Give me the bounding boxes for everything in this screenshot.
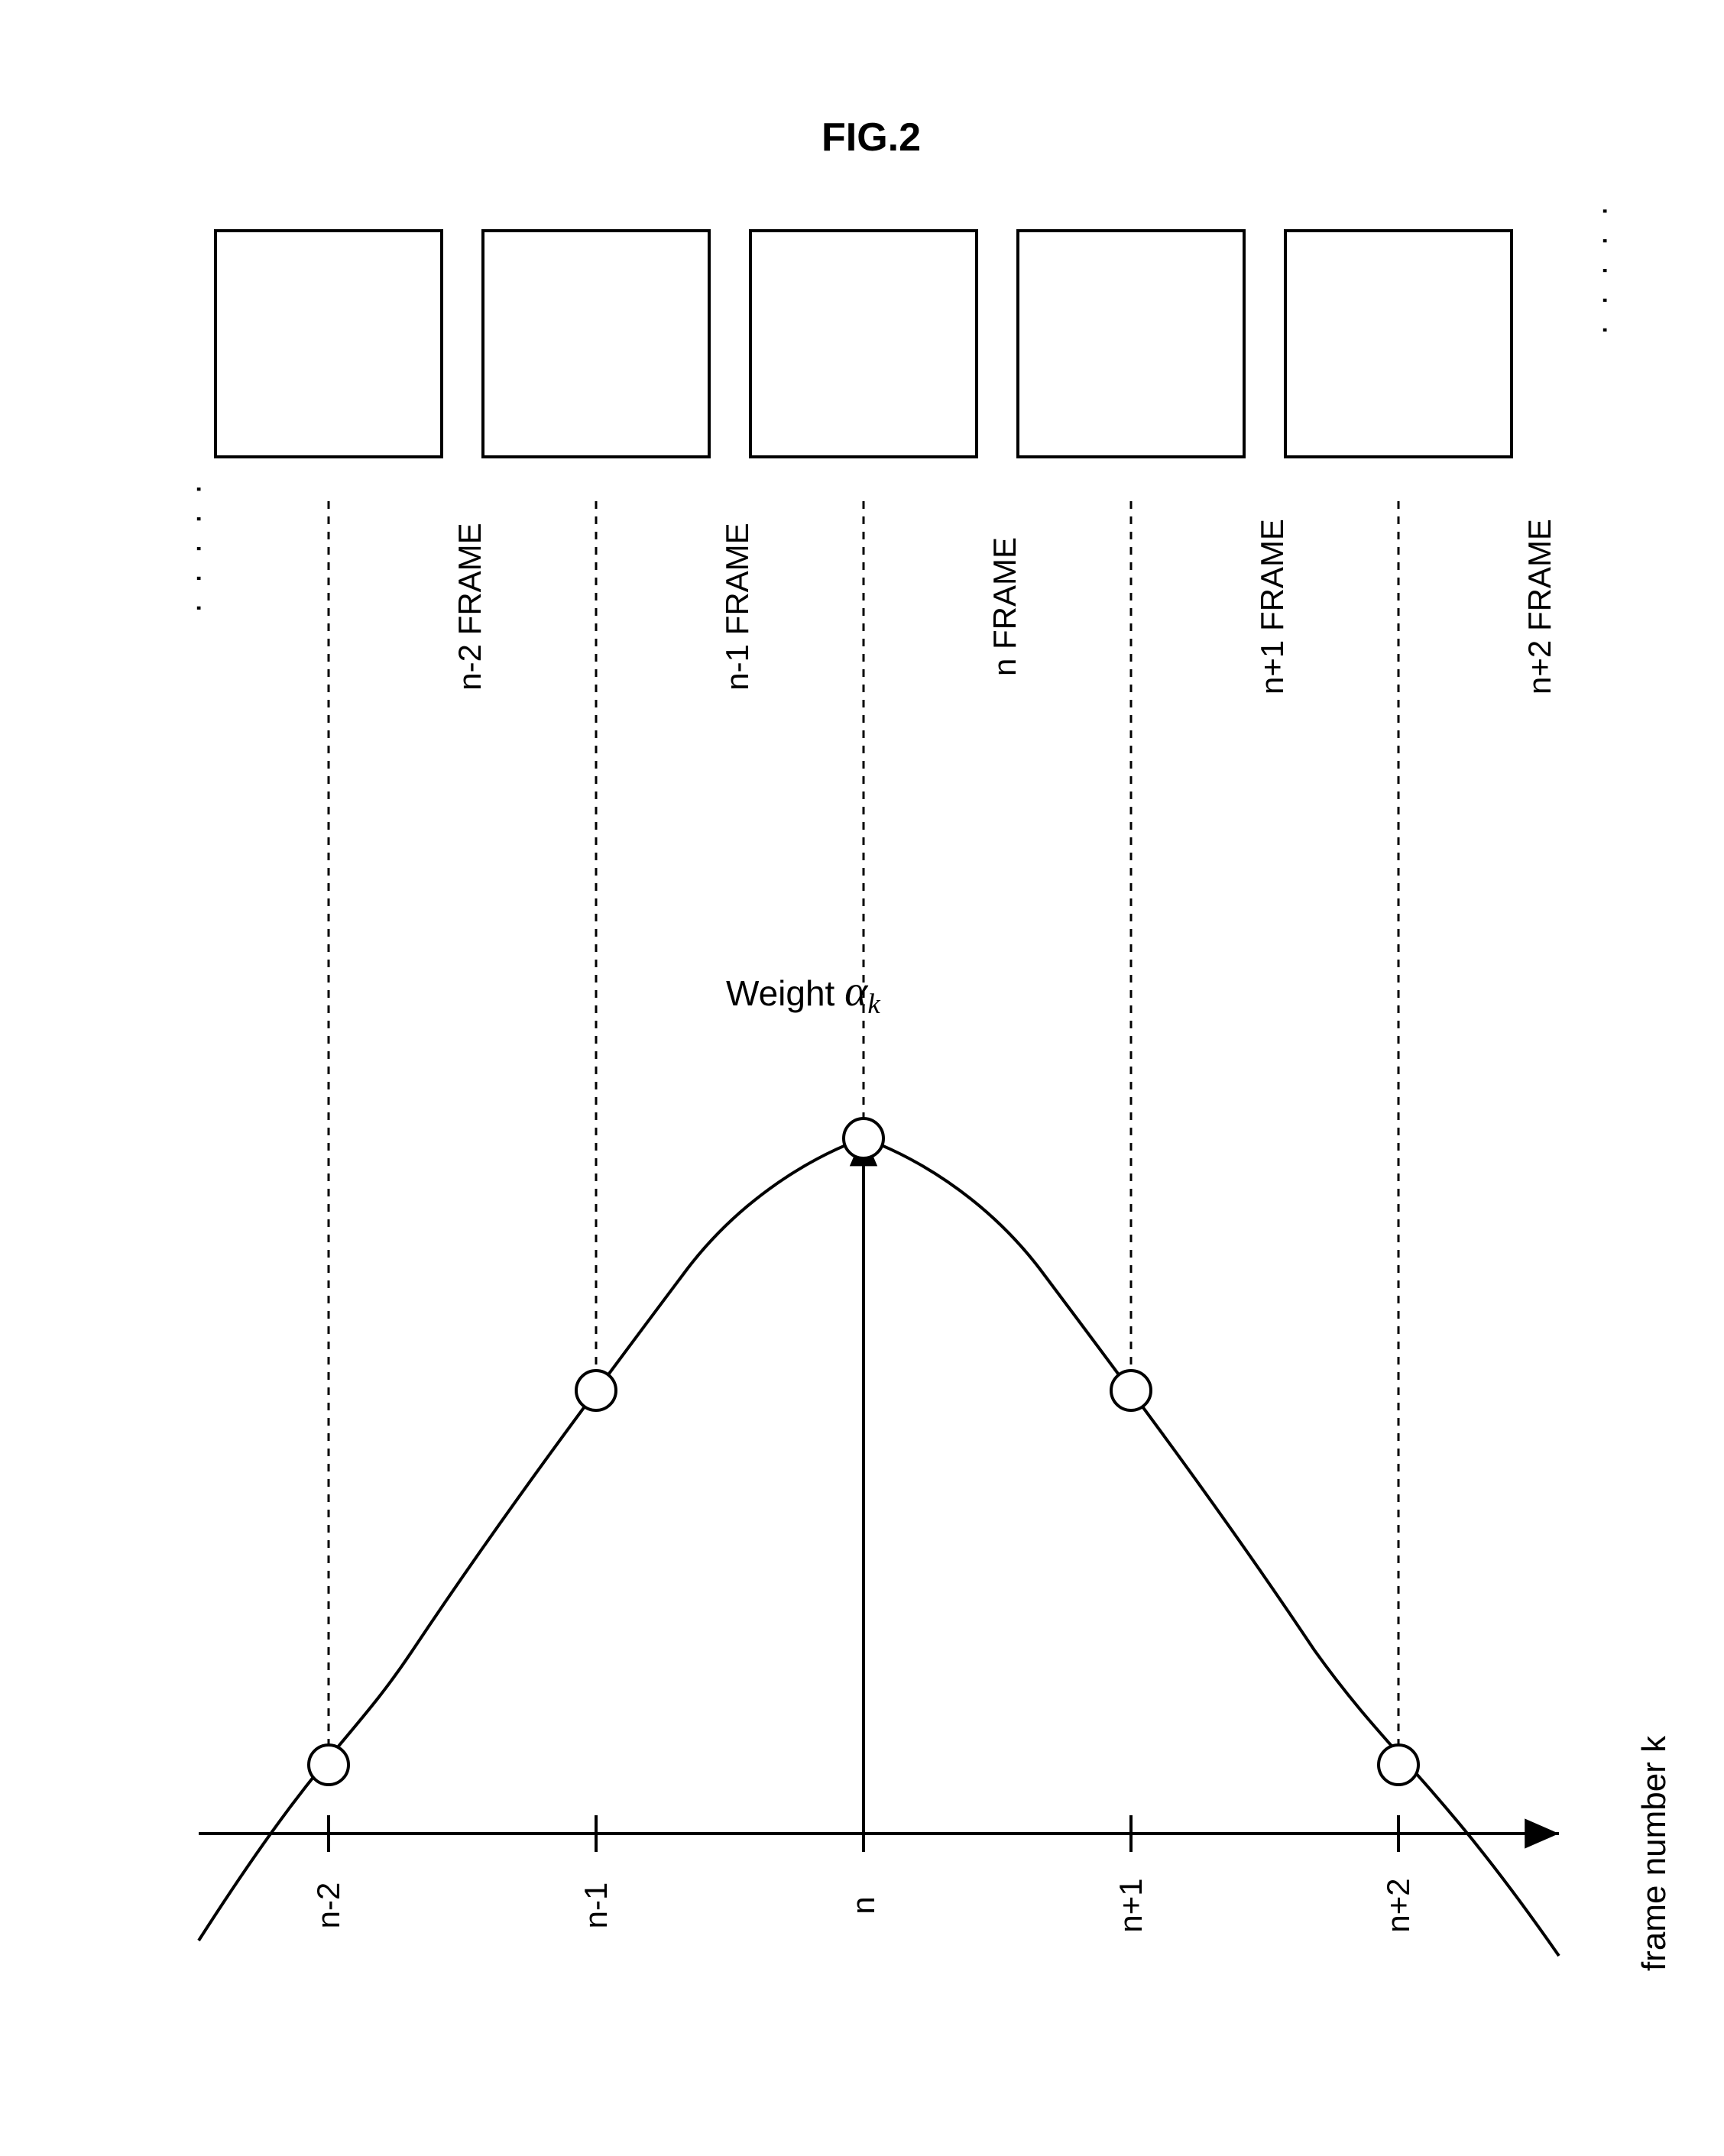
x-axis-title: frame number k (1635, 1736, 1674, 1971)
x-tick-label: n-2 (310, 1882, 347, 1929)
x-tick-label: n+1 (1113, 1878, 1149, 1932)
weight-label-prefix: Weight (726, 973, 844, 1013)
x-tick-label: n (845, 1896, 882, 1914)
weight-label: Weight αk (726, 966, 880, 1020)
x-tick-label: n-1 (578, 1882, 614, 1929)
weight-symbol: α (844, 967, 867, 1015)
weight-chart (0, 0, 1724, 2156)
weight-subscript: k (867, 988, 880, 1019)
x-tick-label: n+2 (1380, 1878, 1417, 1932)
